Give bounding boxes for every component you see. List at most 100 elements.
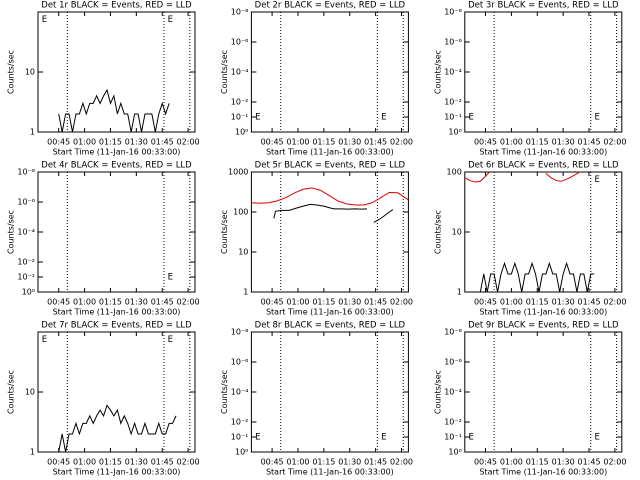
x-tick-label: 01:45 [577, 138, 600, 147]
annotation: E [255, 113, 260, 123]
y-tick-label: 100 [447, 168, 462, 177]
x-tick-label: 01:00 [73, 138, 96, 147]
annotation: E [42, 15, 47, 25]
x-tick-label: 02:00 [177, 458, 200, 467]
panel-title: Det 5r BLACK = Events, RED = LLD [255, 161, 406, 171]
x-tick-label: 01:15 [99, 138, 122, 147]
x-tick-label: 01:30 [338, 458, 361, 467]
annotation: E [469, 433, 474, 443]
x-axis-label: Start Time (11-Jan-16 00:33:00) [266, 308, 394, 317]
y-tick-label: 10⁻⁴ [444, 68, 462, 77]
y-tick-label: 10⁻² [231, 418, 249, 427]
x-tick-label: 01:30 [338, 298, 361, 307]
x-tick-label: 01:00 [500, 138, 523, 147]
y-axis-label: Counts/sec [433, 370, 442, 414]
y-axis-label: Counts/sec [220, 50, 229, 94]
y-tick-label: 10⁻² [17, 258, 35, 267]
y-axis-label: Counts/sec [7, 50, 16, 94]
x-axis-label: Start Time (11-Jan-16 00:33:00) [479, 308, 607, 317]
x-tick-label: 02:00 [390, 458, 413, 467]
y-tick-label: 10 [452, 228, 462, 237]
y-tick-label: 10 [25, 388, 35, 397]
y-axis-label: Counts/sec [7, 210, 16, 254]
x-tick-label: 01:15 [99, 298, 122, 307]
x-tick-label: 01:00 [500, 458, 523, 467]
panel-title: Det 6r BLACK = Events, RED = LLD [468, 161, 619, 171]
x-tick-label: 01:45 [151, 458, 174, 467]
y-tick-label: 10⁻⁴ [17, 228, 35, 237]
y-axis-label: Counts/sec [220, 370, 229, 414]
y-tick-label: 10⁻⁴ [231, 68, 249, 77]
panel-title: Det 4r BLACK = Events, RED = LLD [41, 161, 192, 171]
x-tick-label: 02:00 [603, 138, 626, 147]
x-tick-label: 01:00 [286, 458, 309, 467]
data-line [479, 261, 595, 293]
x-tick-label: 02:00 [603, 298, 626, 307]
annotation: E [594, 175, 599, 185]
x-tick-label: 02:00 [177, 138, 200, 147]
x-tick-label: 00:45 [261, 298, 284, 307]
y-axis-label: Counts/sec [7, 370, 16, 414]
y-tick-label: 10 [25, 68, 35, 77]
annotation: E [168, 335, 173, 345]
annotation: E [381, 113, 386, 123]
y-tick-label: 10⁰ [448, 448, 461, 457]
x-axis-label: Start Time (11-Jan-16 00:33:00) [266, 148, 394, 157]
y-tick-label: 10⁻⁴ [231, 388, 249, 397]
y-tick-label: 10⁻⁶ [17, 198, 35, 207]
x-tick-label: 01:00 [286, 298, 309, 307]
y-tick-label: 1 [30, 448, 35, 457]
y-tick-label: 10⁻⁸ [17, 168, 35, 177]
annotation: E [42, 335, 47, 345]
x-tick-label: 02:00 [390, 298, 413, 307]
x-tick-label: 00:45 [47, 138, 70, 147]
x-tick-label: 01:45 [364, 138, 387, 147]
x-tick-label: 01:30 [125, 458, 148, 467]
x-tick-label: 00:45 [474, 138, 497, 147]
y-tick-label: 10⁰ [22, 288, 35, 297]
panel-title: Det 7r BLACK = Events, RED = LLD [41, 321, 192, 331]
x-tick-label: 01:30 [338, 138, 361, 147]
y-tick-label: 1 [30, 128, 35, 137]
panel-title: Det 8r BLACK = Events, RED = LLD [255, 321, 406, 331]
y-tick-label: 10⁻¹ [444, 113, 462, 122]
x-tick-label: 01:15 [526, 298, 549, 307]
y-tick-label: 10⁻⁸ [231, 328, 249, 337]
y-tick-label: 10⁻² [444, 98, 462, 107]
y-tick-label: 10⁻² [231, 98, 249, 107]
x-tick-label: 01:45 [577, 458, 600, 467]
y-tick-label: 10⁻⁶ [231, 38, 249, 47]
data-line [58, 88, 170, 133]
annotation: E [469, 113, 474, 123]
data-line [58, 404, 177, 453]
x-tick-label: 01:30 [552, 298, 575, 307]
x-axis-label: Start Time (11-Jan-16 00:33:00) [479, 148, 607, 157]
panel-title: Det 9r BLACK = Events, RED = LLD [468, 321, 619, 331]
x-tick-label: 00:45 [47, 298, 70, 307]
x-axis-label: Start Time (11-Jan-16 00:33:00) [266, 468, 394, 477]
x-tick-label: 01:00 [73, 298, 96, 307]
panel-title: Det 1r BLACK = Events, RED = LLD [41, 1, 192, 11]
x-tick-label: 01:00 [286, 138, 309, 147]
y-tick-label: 10⁻⁸ [444, 328, 462, 337]
y-tick-label: 10⁻⁶ [444, 358, 462, 367]
data-line [273, 203, 368, 219]
y-tick-label: 10 [238, 248, 248, 257]
x-tick-label: 01:45 [364, 298, 387, 307]
x-tick-label: 00:45 [474, 298, 497, 307]
annotation: E [381, 433, 386, 443]
annotation: E [168, 15, 173, 25]
x-tick-label: 00:45 [47, 458, 70, 467]
x-axis-label: Start Time (11-Jan-16 00:33:00) [53, 308, 181, 317]
plot-frame [37, 331, 196, 453]
y-tick-label: 1 [243, 288, 248, 297]
y-tick-label: 1000 [228, 168, 248, 177]
y-tick-label: 10⁰ [448, 128, 461, 137]
x-tick-label: 01:45 [364, 458, 387, 467]
x-tick-label: 01:00 [500, 298, 523, 307]
x-tick-label: 01:00 [73, 458, 96, 467]
x-tick-label: 01:15 [312, 298, 335, 307]
x-tick-label: 00:45 [261, 138, 284, 147]
y-tick-label: 10⁰ [235, 448, 248, 457]
